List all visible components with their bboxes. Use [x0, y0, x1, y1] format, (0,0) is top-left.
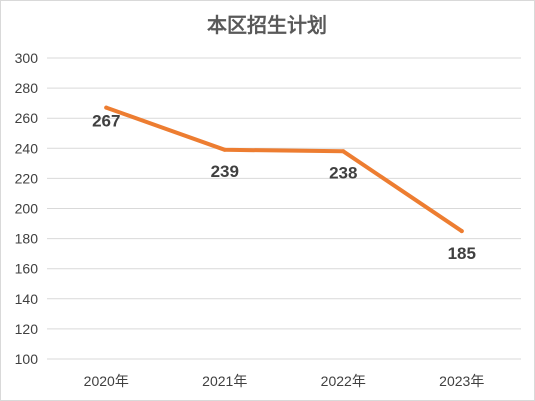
- y-tick-label: 240: [15, 140, 39, 156]
- y-tick-label: 280: [15, 80, 39, 96]
- data-point: [222, 147, 227, 152]
- x-axis-ticks: 2020年 2021年 2022年 2023年: [84, 373, 485, 389]
- y-tick-label: 100: [15, 351, 39, 367]
- data-point: [104, 105, 109, 110]
- y-tick-label: 120: [15, 321, 39, 337]
- y-tick-label: 160: [15, 261, 39, 277]
- y-tick-label: 200: [15, 201, 39, 217]
- series-layer: [104, 105, 464, 234]
- data-label: 185: [448, 244, 476, 263]
- y-tick-label: 220: [15, 170, 39, 186]
- data-point: [459, 229, 464, 234]
- x-tick-label: 2020年: [84, 373, 129, 389]
- y-axis-ticks: 100 120 140 160 180 200 220 240 260 280 300: [15, 50, 39, 367]
- y-tick-label: 300: [15, 50, 39, 66]
- data-label: 239: [211, 162, 239, 181]
- data-label: 267: [92, 112, 120, 131]
- data-point: [341, 149, 346, 154]
- x-tick-label: 2023年: [439, 373, 484, 389]
- y-tick-label: 180: [15, 231, 39, 247]
- chart-title: 本区招生计划: [207, 13, 327, 37]
- series-line: [104, 105, 464, 234]
- x-tick-label: 2022年: [321, 373, 366, 389]
- y-tick-label: 260: [15, 110, 39, 126]
- x-tick-label: 2021年: [202, 373, 247, 389]
- data-labels: 267 239 238 185: [92, 112, 476, 263]
- gridlines: [47, 57, 521, 360]
- y-tick-label: 140: [15, 291, 39, 307]
- data-label: 238: [329, 163, 357, 182]
